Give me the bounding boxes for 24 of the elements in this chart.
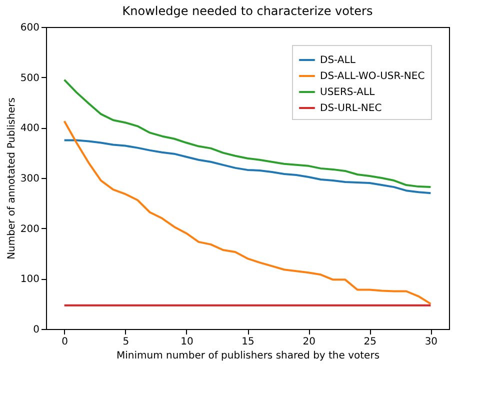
x-tick-label: 15 [242, 336, 254, 348]
x-tick-label: 5 [122, 336, 130, 348]
chart-title: Knowledge needed to characterize voters [122, 4, 373, 18]
y-axis-title: Number of annotated Publishers [6, 98, 18, 260]
y-tick-label: 400 [20, 123, 40, 134]
y-tick-label: 600 [20, 22, 40, 34]
y-tick-label: 0 [33, 324, 40, 336]
x-tick-label: 25 [364, 336, 376, 348]
x-axis-title: Minimum number of publishers shared by the voters [116, 350, 380, 362]
x-tick-label: 0 [62, 336, 68, 348]
legend-label: USERS-ALL [320, 87, 376, 98]
x-tick-label: 20 [302, 336, 316, 348]
y-tick-label: 500 [20, 72, 40, 84]
legend-label: DS-ALL-WO-USR-NEC [320, 71, 425, 82]
x-tick-label: 10 [180, 336, 194, 348]
line-series [63, 120, 432, 305]
legend-label: DS-ALL [320, 55, 356, 66]
line-series [63, 139, 432, 194]
line-series [63, 78, 432, 188]
y-tick-label: 200 [20, 224, 40, 235]
x-tick-label: 30 [424, 336, 438, 348]
legend-label: DS-URL-NEC [320, 103, 382, 114]
y-tick-label: 100 [20, 274, 40, 286]
y-tick-label: 300 [20, 174, 40, 184]
